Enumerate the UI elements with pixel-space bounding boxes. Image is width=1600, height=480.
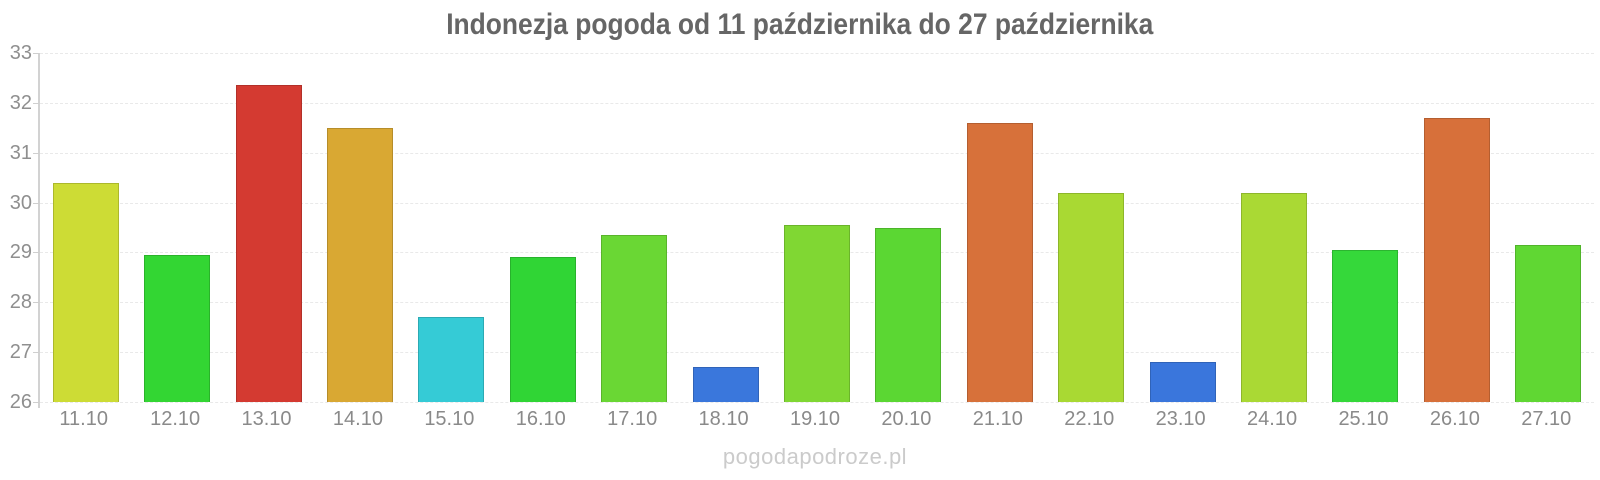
bar-16.10[interactable] xyxy=(509,257,576,402)
x-axis-label-18.10: 18.10 xyxy=(698,408,749,430)
x-axis-label-20.10: 20.10 xyxy=(881,408,932,430)
x-axis-label-11.10: 11.10 xyxy=(59,408,108,430)
x-axis-label-26.10: 26.10 xyxy=(1429,408,1480,430)
x-axis-label-13.10: 13.10 xyxy=(241,408,292,430)
x-axis-label-22.10: 22.10 xyxy=(1064,408,1115,430)
x-axis-label-25.10: 25.10 xyxy=(1338,408,1389,430)
bar-12.10[interactable] xyxy=(144,254,211,402)
y-axis-label-32: 32 xyxy=(9,91,32,114)
bar-22.10[interactable] xyxy=(1058,192,1125,402)
y-axis-tick-33 xyxy=(33,53,39,54)
bar-18.10[interactable] xyxy=(692,367,759,402)
bar-24.10[interactable] xyxy=(1241,192,1308,402)
x-axis-label-21.10: 21.10 xyxy=(972,408,1023,430)
y-axis-label-31: 31 xyxy=(9,141,32,164)
bar-25.10[interactable] xyxy=(1332,249,1399,402)
gridline-30 xyxy=(40,202,1594,204)
bar-23.10[interactable] xyxy=(1149,362,1216,402)
y-axis-label-30: 30 xyxy=(9,191,32,214)
x-axis-label-16.10: 16.10 xyxy=(515,408,566,430)
y-axis-label-28: 28 xyxy=(9,291,32,314)
x-axis-label-14.10: 14.10 xyxy=(332,408,383,430)
x-axis-label-27.10: 27.10 xyxy=(1521,408,1572,430)
x-axis-label-17.10: 17.10 xyxy=(607,408,658,430)
x-axis-label-23.10: 23.10 xyxy=(1155,408,1206,430)
bar-11.10[interactable] xyxy=(52,182,119,402)
y-axis-label-27: 27 xyxy=(9,341,32,364)
x-axis-label-15.10: 15.10 xyxy=(424,408,475,430)
y-axis-tick-29 xyxy=(33,252,39,254)
y-axis-label-29: 29 xyxy=(9,241,32,264)
bar-14.10[interactable] xyxy=(326,127,393,402)
bar-13.10[interactable] xyxy=(235,85,302,402)
gridline-26 xyxy=(40,402,1594,403)
y-axis-tick-28 xyxy=(33,302,39,304)
plot-area xyxy=(33,53,1594,408)
x-axis-origin-tick xyxy=(38,402,40,408)
y-axis-label-33: 33 xyxy=(9,42,32,64)
chart-title: Indonezja pogoda od 11 października do 2… xyxy=(0,8,1600,42)
y-axis-tick-26 xyxy=(33,402,39,403)
x-axis-label-12.10: 12.10 xyxy=(150,408,201,430)
bar-20.10[interactable] xyxy=(875,227,942,402)
x-axis-label-19.10: 19.10 xyxy=(789,408,841,430)
y-axis-tick-32 xyxy=(33,102,39,104)
watermark: pogodapodroze.pl xyxy=(722,444,908,469)
gridline-32 xyxy=(40,102,1594,104)
gridline-33 xyxy=(40,53,1594,54)
bar-17.10[interactable] xyxy=(601,234,668,402)
gridline-31 xyxy=(40,152,1594,154)
y-axis-label-26: 26 xyxy=(9,391,32,413)
bar-15.10[interactable] xyxy=(418,317,485,402)
y-axis-tick-30 xyxy=(33,202,39,204)
bar-21.10[interactable] xyxy=(966,122,1033,402)
x-axis-label-24.10: 24.10 xyxy=(1247,408,1298,430)
bar-19.10[interactable] xyxy=(784,225,850,402)
y-axis-tick-27 xyxy=(33,352,39,354)
bar-26.10[interactable] xyxy=(1423,117,1490,402)
bar-27.10[interactable] xyxy=(1515,244,1582,402)
chart-title-text: Indonezja pogoda od 11 października do 2… xyxy=(446,8,1154,41)
y-axis-tick-31 xyxy=(33,152,39,154)
